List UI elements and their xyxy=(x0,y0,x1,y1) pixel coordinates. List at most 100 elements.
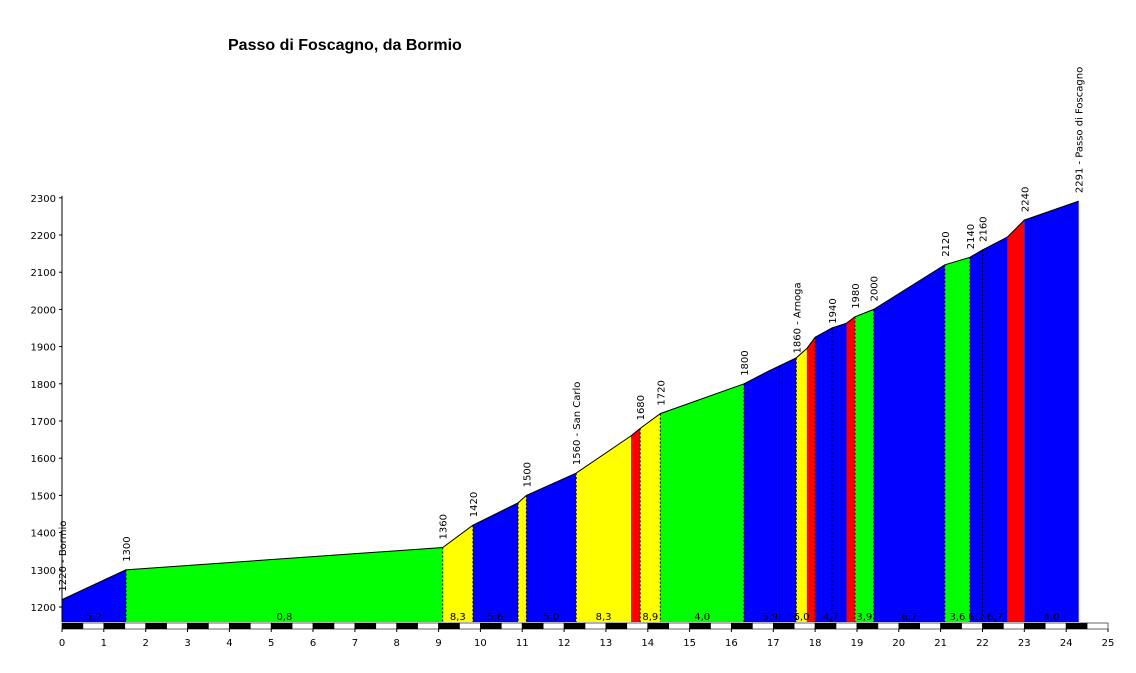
altitude-annotation-16: 2240 xyxy=(1020,187,1031,212)
altitude-annotation-8: 1800 xyxy=(740,350,751,375)
x-axis-bar-48 xyxy=(1065,622,1088,630)
x-tick-label-10: 10 xyxy=(474,638,487,649)
x-axis-bar-41 xyxy=(919,622,941,630)
gradient-label-16: 6,7 xyxy=(901,612,917,623)
x-tick-label-12: 12 xyxy=(558,638,571,649)
profile-segment-21 xyxy=(1024,201,1079,622)
gradient-label-10: 5,9 xyxy=(762,612,778,623)
gradient-label-19: 6,7 xyxy=(987,612,1003,623)
x-axis-bar-40 xyxy=(898,622,920,630)
x-tick-label-15: 15 xyxy=(683,638,696,649)
profile-segment-12 xyxy=(806,337,816,622)
x-axis-bar-13 xyxy=(333,622,356,630)
y-tick-label-0: 1200 xyxy=(31,603,56,614)
altitude-annotation-7: 1720 xyxy=(656,380,667,405)
x-tick-label-8: 8 xyxy=(394,638,400,649)
gradient-label-6: 8,3 xyxy=(596,612,612,623)
profile-segment-6 xyxy=(576,435,631,622)
profile-segment-8 xyxy=(640,413,661,622)
x-axis-bar-15 xyxy=(375,622,397,630)
x-axis-bar-22 xyxy=(521,622,544,630)
gradient-label-15: 3,9 xyxy=(856,612,872,623)
x-axis-bar-35 xyxy=(793,622,816,630)
x-tick-label-4: 4 xyxy=(226,638,232,649)
y-tick-label-8: 2000 xyxy=(31,305,56,316)
x-axis-bar-14 xyxy=(354,622,377,630)
profile-segment-11 xyxy=(796,348,807,622)
x-axis-bar-45 xyxy=(1003,622,1025,630)
x-axis-bar-27 xyxy=(626,622,648,630)
y-tick-label-10: 2200 xyxy=(31,231,56,242)
x-tick-label-21: 21 xyxy=(934,638,947,649)
altitude-annotation-4: 1500 xyxy=(522,462,533,487)
x-tick-label-5: 5 xyxy=(268,638,274,649)
profile-segment-13 xyxy=(815,323,847,622)
x-tick-label-2: 2 xyxy=(143,638,149,649)
x-axis-bar-10 xyxy=(270,622,293,630)
profile-segment-0 xyxy=(62,569,126,622)
x-axis-bar-43 xyxy=(961,622,983,630)
x-axis-bar-49 xyxy=(1086,622,1109,630)
y-tick-label-11: 2300 xyxy=(31,194,56,205)
profile-segment-9 xyxy=(660,383,744,622)
gradient-label-1: 0,8 xyxy=(276,612,292,623)
gradient-label-21: 4,0 xyxy=(1044,612,1060,623)
x-tick-label-13: 13 xyxy=(600,638,613,649)
profile-segment-2 xyxy=(442,525,473,622)
profile-segment-7 xyxy=(631,428,641,622)
altitude-annotation-0: 1220 - Bormio xyxy=(58,521,69,592)
profile-segment-3 xyxy=(472,502,519,622)
x-axis-bar-5 xyxy=(166,622,188,630)
x-tick-label-25: 25 xyxy=(1102,638,1115,649)
x-axis-bar-19 xyxy=(459,622,481,630)
x-axis-bar-37 xyxy=(835,622,858,630)
gradient-labels: 5,2 0,8 8,3 5,6 5,0 8,3 8,9 4,0 5,9 6,0 4,7 3,9 6,7 3… xyxy=(86,612,1059,623)
x-axis-bar-11 xyxy=(291,622,314,630)
x-axis-bar-31 xyxy=(710,622,732,630)
x-axis-bar-17 xyxy=(417,622,439,630)
profile-segment-20 xyxy=(1007,220,1025,622)
x-axis-bar-16 xyxy=(396,622,418,630)
profile-segment-4 xyxy=(518,495,527,622)
profile-segment-16 xyxy=(873,264,945,622)
gradient-label-18: 6,2 xyxy=(968,612,984,623)
y-tick-label-4: 1600 xyxy=(31,454,56,465)
profile-segment-18 xyxy=(969,249,983,622)
altitude-annotation-17: 2291 - Passo di Foscagno xyxy=(1075,67,1086,193)
x-axis-bar-25 xyxy=(584,622,607,630)
x-axis-bar-20 xyxy=(480,622,502,630)
gradient-label-2: 8,3 xyxy=(450,612,466,623)
x-axis-bar-3 xyxy=(124,622,147,630)
x-axis-bar-9 xyxy=(250,622,272,630)
profile-line xyxy=(61,200,1079,601)
profile-segment-5 xyxy=(526,473,577,622)
x-tick-label-0: 0 xyxy=(59,638,65,649)
x-axis-bar-23 xyxy=(542,622,565,630)
x-axis-bar-38 xyxy=(856,622,879,630)
gradient-label-5: 5,0 xyxy=(543,612,559,623)
gradient-label-13: 4,7 xyxy=(823,612,839,623)
altitude-annotation-1: 1300 xyxy=(122,536,133,561)
gradient-label-3: 5,6 xyxy=(488,612,504,623)
dashed-markers xyxy=(125,249,983,622)
y-tick-label-1: 1300 xyxy=(31,566,56,577)
x-axis-bar-29 xyxy=(668,622,690,630)
altitude-annotation-9: 1860 - Arnoga xyxy=(792,282,803,353)
x-tick-label-22: 22 xyxy=(976,638,989,649)
profile-outline xyxy=(61,200,1079,601)
altitude-annotation-5: 1560 - San Carlo xyxy=(572,382,583,466)
x-axis-bar-34 xyxy=(772,622,795,630)
x-axis-bar-47 xyxy=(1044,622,1067,630)
profile-areas xyxy=(62,201,1079,622)
profile-segment-17 xyxy=(944,257,970,622)
y-tick-label-5: 1700 xyxy=(31,417,56,428)
altitude-annotation-3: 1420 xyxy=(469,492,480,517)
x-axis-bar-36 xyxy=(814,622,837,630)
y-tick-label-3: 1500 xyxy=(31,491,56,502)
x-axis-bar-21 xyxy=(500,622,523,630)
y-axis: 1200 1300 1400 1500 1600 1700 1800 1900 2000 2100… xyxy=(31,194,63,622)
x-tick-label-9: 9 xyxy=(435,638,441,649)
x-axis-bar-12 xyxy=(312,622,335,630)
x-tick-label-20: 20 xyxy=(892,638,905,649)
